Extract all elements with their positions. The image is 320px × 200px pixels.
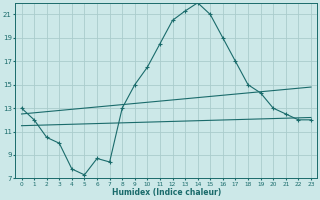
X-axis label: Humidex (Indice chaleur): Humidex (Indice chaleur) <box>112 188 221 197</box>
